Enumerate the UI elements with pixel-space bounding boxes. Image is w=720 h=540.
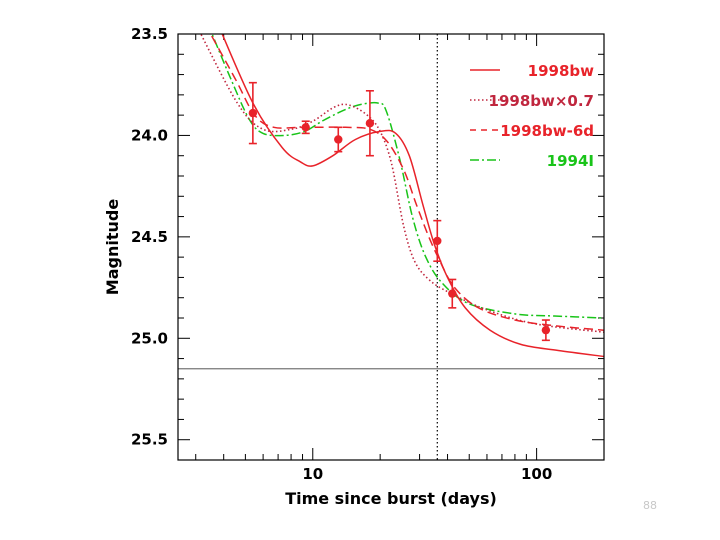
x-tick-label: 10: [302, 465, 323, 483]
plot-frame: [177, 33, 605, 461]
series-lines: [199, 34, 604, 358]
y-tick-label: 25.0: [131, 329, 168, 347]
y-tick-label: 23.5: [131, 25, 168, 43]
data-point: [248, 108, 258, 118]
page-number: 88: [643, 499, 657, 512]
axis-ticks: [178, 33, 605, 461]
data-point: [334, 135, 343, 144]
legend: 1998bw 1998bw×0.7 1998bw-6d 1994I: [470, 62, 594, 170]
data-point: [365, 119, 375, 128]
data-point: [433, 236, 442, 246]
series-line-1998bw: [221, 34, 604, 358]
tick-labels: 23.5 24.0 24.5 25.0 25.5 10 100: [131, 25, 552, 483]
y-tick-label: 24.0: [131, 126, 168, 144]
x-tick-label: 100: [521, 465, 552, 483]
legend-label: 1998bw: [528, 62, 594, 80]
y-tick-label: 25.5: [131, 431, 168, 449]
y-axis-title: Magnitude: [103, 199, 122, 296]
legend-label: 1998bw×0.7: [489, 92, 594, 110]
series-line-1998bw-6d: [209, 34, 604, 331]
legend-label: 1994I: [547, 152, 594, 170]
x-axis-title: Time since burst (days): [285, 489, 497, 508]
data-point: [448, 289, 457, 298]
series-line-1994i: [211, 34, 604, 319]
legend-label: 1998bw-6d: [500, 122, 594, 140]
data-point: [541, 325, 551, 335]
y-tick-label: 24.5: [131, 228, 168, 246]
observation-points: [248, 81, 551, 342]
data-point: [301, 123, 310, 132]
